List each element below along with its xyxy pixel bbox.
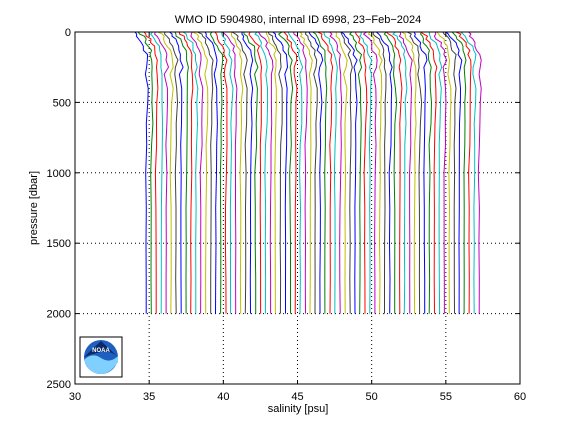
profile-line [154,32,170,314]
profile-line [157,32,174,314]
profile-line [304,32,318,314]
profile-line [134,32,149,314]
axis-ticks: 30 35 40 45 50 55 60 0 500 1000 1500 2000 2500 [47,27,527,403]
profile-line [150,32,164,314]
profile-line [204,32,218,314]
profile-line [312,32,328,314]
profile-line [248,32,263,314]
profile-line [385,32,403,314]
profile-line [265,32,277,314]
profile-line [355,32,368,314]
x-tick-label: 50 [366,391,378,403]
profile-line [455,32,472,314]
profile-line [407,32,423,314]
profile-line [468,32,482,314]
profile-line [433,32,448,314]
profile-line [308,32,324,314]
profile-line [209,32,224,314]
profile-line [243,32,259,314]
profile-line [174,32,189,314]
profile-line [137,32,154,314]
profile-line [392,32,408,314]
x-axis-label: salinity [psu] [268,403,329,415]
profile-line [169,32,184,314]
profile-line [192,32,209,314]
profile-line [335,32,348,314]
profile-line [221,32,234,314]
noaa-logo: NOAA [79,336,123,378]
svg-text:NOAA: NOAA [92,348,110,354]
profile-line [451,32,467,314]
x-tick-label: 55 [440,391,452,403]
y-axis-label: pressure [dbar] [28,171,40,245]
profile-line [230,32,244,314]
profile-line [398,32,413,314]
profile-line [323,32,338,314]
profile-line [460,32,477,314]
x-tick-label: 40 [217,391,229,403]
profile-line [293,32,308,314]
profile-line [349,32,363,314]
x-tick-label: 30 [69,391,81,403]
profile-lines [134,32,482,314]
y-tick-label: 2000 [47,309,71,321]
profile-line [258,32,274,314]
profile-line [442,32,457,314]
profile-line [272,32,289,314]
profile-line [317,32,334,314]
profile-line [329,32,343,314]
profile-line [372,32,387,314]
profile-line [420,32,433,314]
profile-line [221,32,238,314]
profile-line [254,32,269,314]
profile-line [299,32,313,314]
profile-line [359,32,373,314]
profile-line [428,32,443,314]
profile-line [420,32,438,314]
profile-line [231,32,248,314]
profile-line [413,32,428,314]
profile-line [214,32,228,314]
grid-lines [75,32,520,384]
chart-title: WMO ID 5904980, internal ID 6998, 23−Feb… [175,14,421,26]
profile-line [445,32,463,314]
x-tick-label: 35 [143,391,155,403]
profile-line [197,32,214,314]
x-tick-label: 45 [291,391,303,403]
y-tick-label: 0 [65,27,71,39]
profile-line [383,32,398,314]
y-tick-label: 500 [53,97,71,109]
profile-line [340,32,358,314]
profile-line [190,32,204,314]
y-tick-label: 1000 [47,168,71,180]
profile-line [241,32,254,314]
profile-line [375,32,393,314]
profile-line [436,32,452,314]
profile-line [267,32,283,314]
x-tick-label: 60 [514,391,526,403]
profile-line [283,32,298,314]
profile-line [182,32,199,314]
profile-line [178,32,194,314]
profile-line [367,32,383,314]
profile-line [362,32,378,314]
y-tick-label: 2500 [47,379,71,391]
profile-line [277,32,294,314]
profile-line [287,32,304,314]
y-tick-label: 1500 [47,238,71,250]
profile-line [164,32,179,314]
profile-line [401,32,417,314]
profile-line [143,32,159,314]
profile-line [340,32,353,314]
